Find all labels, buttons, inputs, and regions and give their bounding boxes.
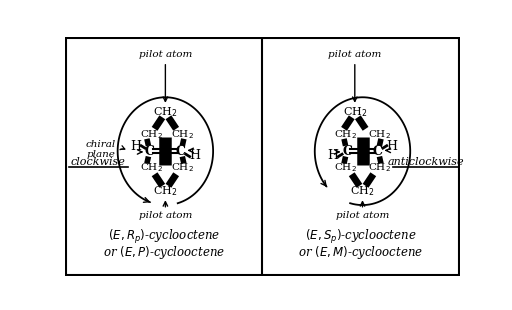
Text: or $(E,P)$-cyclooctene: or $(E,P)$-cyclooctene (103, 244, 225, 261)
Text: $(E,R_p)$-cyclooctene: $(E,R_p)$-cyclooctene (108, 228, 220, 246)
Text: C: C (176, 145, 186, 158)
Text: C: C (342, 145, 352, 158)
Text: CH$_2$: CH$_2$ (343, 105, 367, 119)
Text: H: H (131, 140, 142, 153)
Text: CH$_2$: CH$_2$ (368, 162, 391, 175)
Text: pilot atom: pilot atom (139, 50, 192, 59)
Text: CH$_2$: CH$_2$ (350, 184, 375, 198)
Text: CH$_2$: CH$_2$ (140, 128, 163, 141)
Text: CH$_2$: CH$_2$ (140, 162, 163, 175)
FancyBboxPatch shape (301, 130, 396, 182)
Text: chiral
plane: chiral plane (86, 140, 116, 159)
Text: CH$_2$: CH$_2$ (171, 162, 194, 175)
FancyBboxPatch shape (125, 130, 221, 182)
Text: C: C (145, 145, 155, 158)
Text: H: H (386, 140, 397, 153)
Text: anticlockwise: anticlockwise (387, 157, 464, 167)
Text: $(E,S_p)$-cyclooctene: $(E,S_p)$-cyclooctene (305, 228, 417, 246)
Text: CH$_2$: CH$_2$ (153, 105, 178, 119)
Text: pilot atom: pilot atom (139, 211, 192, 220)
Text: CH$_2$: CH$_2$ (171, 128, 194, 141)
Text: CH$_2$: CH$_2$ (334, 128, 357, 141)
Text: CH$_2$: CH$_2$ (153, 184, 178, 198)
Text: H: H (189, 149, 200, 162)
Text: CH$_2$: CH$_2$ (334, 162, 357, 175)
Text: pilot atom: pilot atom (336, 211, 389, 220)
Text: pilot atom: pilot atom (328, 50, 381, 59)
Text: CH$_2$: CH$_2$ (368, 128, 391, 141)
Text: C: C (373, 145, 383, 158)
Text: H: H (328, 149, 339, 162)
Text: or $(E,M)$-cyclooctene: or $(E,M)$-cyclooctene (298, 244, 423, 261)
Text: clockwise: clockwise (71, 157, 126, 167)
